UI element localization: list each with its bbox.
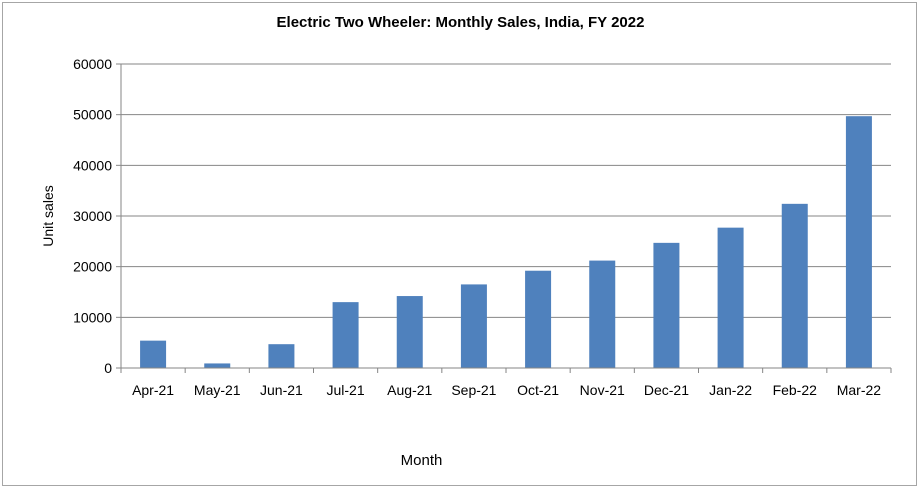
bar-dec-21 (653, 242, 680, 368)
bar-nov-21 (589, 260, 616, 368)
x-tick-label: Jun-21 (260, 382, 303, 398)
axes (116, 63, 892, 373)
y-tick-label: 20000 (73, 259, 112, 275)
bar-mar-22 (845, 116, 872, 368)
tick-labels: 0 10000 20000 30000 40000 50000 60000 Apr-21 May… (73, 56, 881, 398)
y-tick-label: 40000 (73, 157, 112, 173)
x-tick-label: Sep-21 (451, 382, 496, 398)
x-axis-label: Month (400, 452, 443, 469)
x-tick-label: Aug-21 (387, 382, 432, 398)
y-tick-label: 30000 (73, 208, 112, 224)
bar-may-21 (204, 363, 231, 368)
x-tick-label: May-21 (194, 382, 241, 398)
bar-oct-21 (525, 270, 552, 368)
bar-sep-21 (460, 284, 487, 368)
y-tick-label: 50000 (73, 107, 112, 123)
bars (140, 116, 872, 368)
bar-apr-21 (140, 340, 167, 368)
x-tick-label: Mar-22 (837, 382, 882, 398)
y-tick-label: 10000 (73, 309, 112, 325)
bar-jul-21 (332, 302, 359, 368)
y-tick-label: 0 (104, 360, 112, 376)
bar-aug-21 (396, 296, 423, 368)
chart-title: Electric Two Wheeler: Monthly Sales, Ind… (276, 14, 645, 31)
y-tick-label: 60000 (73, 56, 112, 72)
x-tick-label: Dec-21 (644, 382, 689, 398)
x-tick-label: Nov-21 (580, 382, 625, 398)
x-tick-label: Feb-22 (773, 382, 818, 398)
x-tick-label: Jul-21 (327, 382, 365, 398)
y-axis-label: Unit sales (40, 185, 56, 247)
bar-jan-22 (717, 227, 744, 368)
gridlines (121, 63, 891, 318)
bar-feb-22 (781, 203, 808, 368)
x-tick-label: Apr-21 (132, 382, 174, 398)
x-tick-label: Jan-22 (709, 382, 752, 398)
x-tick-label: Oct-21 (517, 382, 559, 398)
bar-jun-21 (268, 344, 295, 368)
